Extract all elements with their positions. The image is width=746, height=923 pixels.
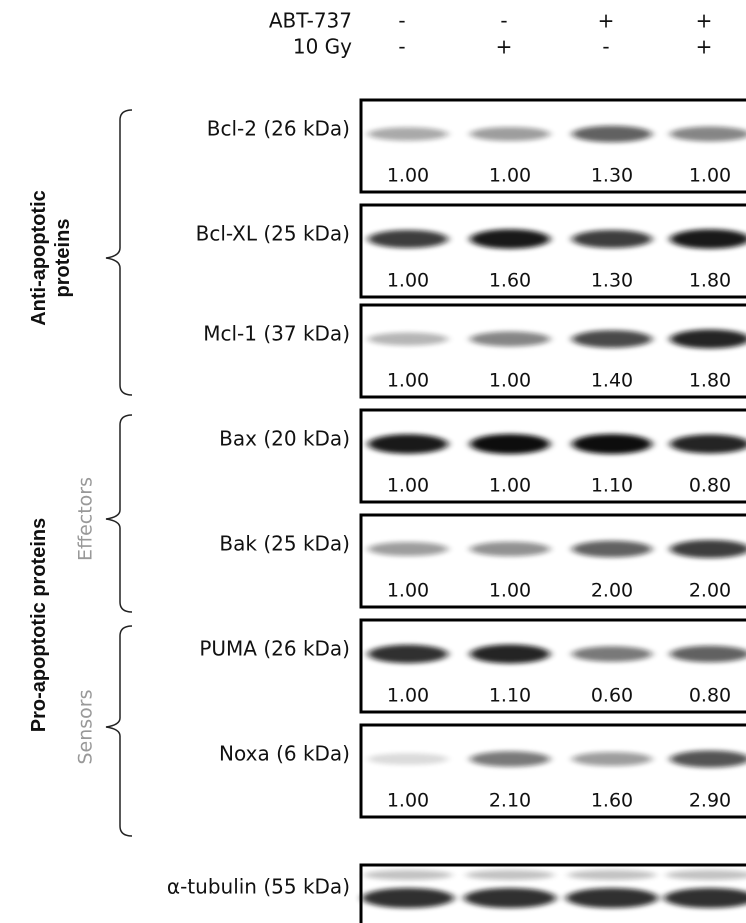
condition-sign: - — [602, 35, 609, 59]
band — [368, 645, 448, 664]
group-label: Pro-apoptotic proteins — [28, 518, 50, 732]
condition-label: 10 Gy — [293, 35, 352, 59]
quantification: 1.00 — [689, 165, 731, 187]
blot-label: Noxa (6 kDa) — [219, 742, 350, 766]
band — [368, 753, 448, 765]
quantification: 1.00 — [387, 165, 429, 187]
quantification: 1.60 — [591, 790, 633, 812]
quantification: 0.60 — [591, 685, 633, 707]
quantification: 2.10 — [489, 790, 531, 812]
quantification: 2.00 — [591, 580, 633, 602]
quantification: 2.90 — [689, 790, 731, 812]
blot-label: α-tubulin (55 kDa) — [167, 875, 350, 899]
quantification: 1.00 — [387, 475, 429, 497]
bracket — [106, 110, 132, 395]
band — [470, 229, 550, 249]
band — [464, 888, 556, 908]
band — [364, 870, 452, 880]
quantification: 1.60 — [489, 270, 531, 292]
figure: ABT-737--++10 Gy-+-+Anti-apoptoticprotei… — [0, 0, 746, 923]
band — [572, 126, 652, 143]
band — [572, 330, 652, 348]
subgroup-label: Effectors — [75, 477, 97, 561]
band — [368, 333, 448, 346]
quantification: 1.00 — [387, 270, 429, 292]
band — [572, 752, 652, 766]
bracket — [106, 626, 132, 836]
band — [470, 127, 550, 141]
band — [470, 751, 550, 767]
blot-label: Bax (20 kDa) — [219, 427, 350, 451]
quantification: 1.00 — [489, 165, 531, 187]
condition-sign: + — [598, 9, 615, 33]
condition-sign: + — [696, 35, 713, 59]
condition-sign: + — [496, 35, 513, 59]
bracket — [106, 415, 132, 612]
band — [572, 541, 652, 558]
group-label-line: Anti-apoptotic — [28, 190, 50, 326]
blot-label: Bak (25 kDa) — [219, 532, 350, 556]
quantification: 1.80 — [689, 370, 731, 392]
group-label-line: Pro-apoptotic proteins — [28, 518, 50, 732]
condition-sign: - — [398, 9, 405, 33]
band — [470, 332, 550, 347]
band — [572, 434, 652, 454]
condition-sign: - — [398, 35, 405, 59]
quantification: 1.10 — [591, 475, 633, 497]
band — [368, 542, 448, 556]
quantification: 1.30 — [591, 165, 633, 187]
quantification: 1.40 — [591, 370, 633, 392]
quantification: 1.00 — [489, 475, 531, 497]
quantification: 1.00 — [387, 370, 429, 392]
band — [362, 888, 454, 908]
blot-label: Bcl-2 (26 kDa) — [207, 117, 350, 141]
quantification: 1.00 — [489, 580, 531, 602]
band — [368, 127, 448, 141]
quantification: 1.00 — [387, 580, 429, 602]
quantification: 0.80 — [689, 475, 731, 497]
band — [572, 646, 652, 662]
quantification: 1.00 — [489, 370, 531, 392]
quantification: 1.00 — [387, 685, 429, 707]
condition-sign: + — [696, 9, 713, 33]
quantification: 1.80 — [689, 270, 731, 292]
band — [466, 870, 554, 880]
group-label-line: proteins — [52, 219, 74, 298]
band — [368, 434, 448, 454]
condition-label: ABT-737 — [269, 9, 352, 33]
quantification: 0.80 — [689, 685, 731, 707]
band — [470, 645, 550, 664]
blot-label: PUMA (26 kDa) — [199, 637, 350, 661]
band — [568, 870, 656, 880]
quantification: 1.00 — [387, 790, 429, 812]
quantification: 1.10 — [489, 685, 531, 707]
blot-label: Bcl-XL (25 kDa) — [196, 222, 350, 246]
blot-label: Mcl-1 (37 kDa) — [203, 322, 350, 346]
quantification: 1.30 — [591, 270, 633, 292]
band — [566, 888, 658, 908]
band — [572, 230, 652, 248]
subgroup-label: Sensors — [75, 689, 97, 764]
band — [470, 434, 550, 454]
condition-sign: - — [500, 9, 507, 33]
quantification: 2.00 — [689, 580, 731, 602]
band — [368, 230, 448, 248]
band — [470, 542, 550, 557]
